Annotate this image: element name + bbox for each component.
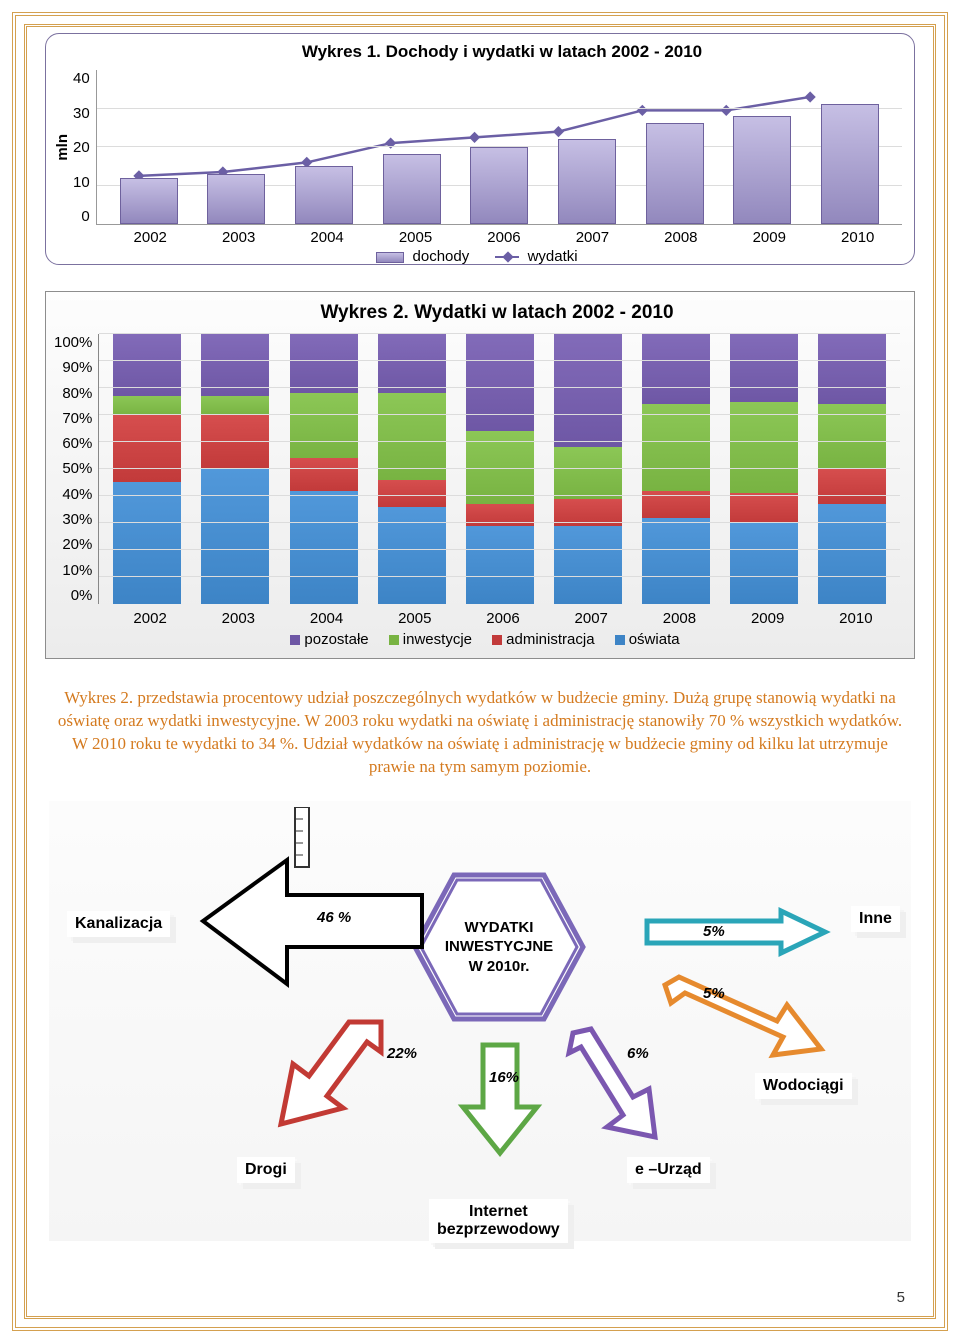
- arrow-inne: [641, 907, 831, 957]
- label-internet-text: Internetbezprzewodowy: [437, 1203, 560, 1238]
- label-wodociagi: Wodociągi: [755, 1073, 852, 1099]
- chart1-ylabel: mln: [52, 134, 73, 161]
- label-eurzad: e –Urząd: [627, 1157, 710, 1183]
- page-number: 5: [897, 1289, 905, 1306]
- legend-administracja-swatch: [492, 635, 502, 645]
- pct-internet: 16%: [489, 1069, 519, 1086]
- legend-line-swatch: [495, 256, 519, 258]
- pct-drogi: 22%: [387, 1045, 417, 1062]
- legend-inwestycje-swatch: [389, 635, 399, 645]
- chart2-title: Wykres 2. Wydatki w latach 2002 - 2010: [94, 302, 900, 324]
- arrow-kanalizacja: [197, 853, 427, 993]
- legend-oswiata-label: oświata: [629, 631, 680, 648]
- chart2-y-ticks: 100%90%80%70%60%50%40%30%20%10%0%: [54, 334, 98, 604]
- hex-line3: W 2010r.: [469, 957, 530, 977]
- pct-kanalizacja: 46 %: [317, 909, 351, 926]
- legend-pozostale-label: pozostałe: [304, 631, 368, 648]
- pct-wodociagi: 5%: [703, 985, 725, 1002]
- chart2-x-ticks: 200220032004200520062007200820092010: [54, 610, 900, 627]
- chart1-y-ticks: 403020100: [73, 70, 96, 225]
- arrow-eurzad: [561, 1023, 671, 1143]
- chart2-container: Wykres 2. Wydatki w latach 2002 - 2010 1…: [45, 291, 915, 659]
- chart1-legend: dochody wydatki: [52, 248, 902, 265]
- legend-inwestycje-label: inwestycje: [403, 631, 472, 648]
- chart1-x-ticks: 200220032004200520062007200820092010: [52, 229, 902, 246]
- label-kanalizacja: Kanalizacja: [67, 911, 170, 937]
- chart1-plot: [96, 70, 902, 225]
- chart2-legend: pozostałe inwestycje administracja oświa…: [54, 631, 900, 648]
- legend-oswiata-swatch: [615, 635, 625, 645]
- legend-wydatki-label: wydatki: [528, 248, 578, 265]
- pct-inne: 5%: [703, 923, 725, 940]
- label-internet: Internetbezprzewodowy: [429, 1199, 568, 1243]
- label-drogi: Drogi: [237, 1157, 295, 1183]
- investment-diagram: WYDATKI INWESTYCJNE W 2010r. Kanalizacja…: [49, 801, 911, 1241]
- hex-line1: WYDATKI: [465, 918, 534, 938]
- chart1-title: Wykres 1. Dochody i wydatki w latach 200…: [102, 42, 902, 62]
- legend-administracja-label: administracja: [506, 631, 594, 648]
- hex-line2: INWESTYCJNE: [445, 937, 553, 957]
- legend-pozostale-swatch: [290, 635, 300, 645]
- legend-bar-swatch: [376, 252, 404, 263]
- arrow-internet: [455, 1039, 545, 1159]
- description-paragraph: Wykres 2. przedstawia procentowy udział …: [51, 687, 909, 779]
- chart2-plot: [98, 334, 900, 604]
- ruler-icon: [291, 807, 313, 871]
- hexagon-center: WYDATKI INWESTYCJNE W 2010r.: [409, 869, 589, 1025]
- arrow-drogi: [263, 1016, 393, 1136]
- pct-eurzad: 6%: [627, 1045, 649, 1062]
- label-inne: Inne: [851, 906, 900, 932]
- chart1-container: Wykres 1. Dochody i wydatki w latach 200…: [45, 33, 915, 265]
- arrow-wodociagi: [657, 973, 827, 1063]
- legend-dochody-label: dochody: [413, 248, 470, 265]
